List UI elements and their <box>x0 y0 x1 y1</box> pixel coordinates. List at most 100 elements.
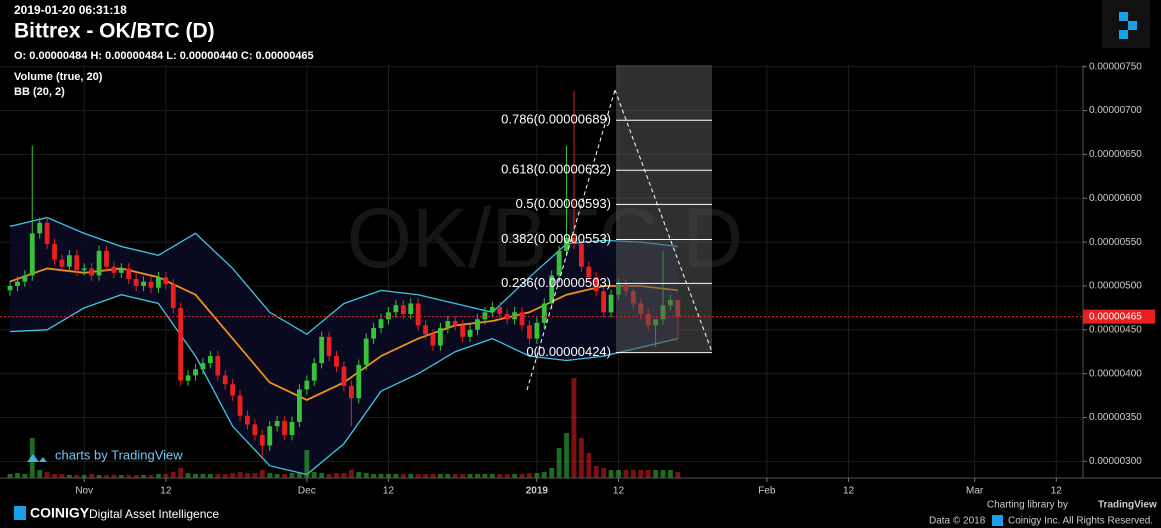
copyright: Data © 2018 <box>929 516 986 527</box>
y-tick-label: 0.00000600 <box>1089 193 1142 204</box>
volume-bar <box>156 474 161 478</box>
volume-bar <box>7 474 13 478</box>
candle-body <box>230 384 236 396</box>
candle-body <box>326 336 332 357</box>
volume-bar <box>304 450 310 478</box>
volume-bar <box>378 474 384 478</box>
volume-bar <box>638 470 644 478</box>
indicator: Volume (true, 20) <box>14 71 103 83</box>
volume-bar <box>645 470 651 478</box>
fib-label: 0.786(0.00000689) <box>501 112 611 127</box>
volume-bar <box>222 474 228 478</box>
trend-line <box>526 89 616 391</box>
candle-body <box>163 277 169 285</box>
volume-bar <box>437 474 443 478</box>
volume-bar <box>415 474 421 478</box>
candle-body <box>527 325 532 339</box>
candle-body <box>371 328 377 339</box>
brand: COINIGY <box>30 505 90 521</box>
volume-bar <box>430 474 436 478</box>
volume-bar <box>660 470 666 478</box>
volume-bar <box>274 474 280 478</box>
candle-body <box>497 307 503 315</box>
fib-label: 0.382(0.00000553) <box>501 231 611 246</box>
volume-bar <box>215 474 221 478</box>
volume-bar <box>564 433 569 478</box>
candle-body <box>512 312 518 320</box>
candle-body <box>111 266 117 273</box>
volume-bar <box>408 474 414 478</box>
title: Bittrex - OK/BTC (D) <box>14 20 215 43</box>
volume-bar <box>15 473 20 478</box>
candle-body <box>66 255 72 267</box>
coinigy-icon <box>992 515 1003 526</box>
candle-body <box>475 319 480 330</box>
candle-body <box>52 243 57 260</box>
candle-body <box>141 281 146 286</box>
candle-body <box>408 303 414 315</box>
candle-body <box>393 305 399 313</box>
volume-bar <box>104 475 109 478</box>
tv-badge[interactable]: charts by TradingView <box>55 447 183 462</box>
candle-body <box>571 237 577 244</box>
candle-body <box>556 250 562 276</box>
y-tick-label: 0.00000500 <box>1089 281 1142 292</box>
candle-body <box>608 294 614 313</box>
candle-body <box>467 329 473 337</box>
candle-body <box>430 334 436 346</box>
candle-body <box>289 421 295 436</box>
logo-mark <box>1119 12 1128 21</box>
volume-bar <box>467 474 473 478</box>
x-tick-label: 12 <box>843 486 855 497</box>
tagline: Digital Asset Intelligence <box>89 507 219 521</box>
candle-body <box>282 421 287 436</box>
fib-label: 0.5(0.00000593) <box>516 196 611 211</box>
volume-bar <box>586 453 592 478</box>
volume-bar <box>296 472 302 478</box>
candle-body <box>118 268 124 273</box>
volume-bar <box>460 474 466 478</box>
candle-body <box>59 259 65 267</box>
candle-body <box>133 278 139 286</box>
indicator: BB (20, 2) <box>14 86 65 98</box>
y-tick-label: 0.00000400 <box>1089 368 1142 379</box>
volume-bar <box>608 470 614 478</box>
tv-icon <box>27 454 47 462</box>
volume-bar <box>267 473 273 478</box>
trend-line <box>614 89 713 353</box>
volume-bar <box>578 438 584 478</box>
volume-bar <box>259 470 265 478</box>
volume-bar <box>527 473 532 478</box>
volume-bar <box>512 474 518 478</box>
volume-bar <box>96 475 102 478</box>
candle-body <box>81 268 87 271</box>
candle-body <box>156 277 161 288</box>
candle-body <box>104 250 109 267</box>
volume-bar <box>630 470 636 478</box>
candle-body <box>437 328 443 346</box>
volume-bar <box>386 474 391 478</box>
volume-bar <box>200 474 206 478</box>
candle-body <box>564 237 569 251</box>
volume-bar <box>178 468 184 478</box>
volume-bar <box>252 473 258 478</box>
candle-body <box>207 356 213 364</box>
volume-bar <box>81 475 87 478</box>
logo[interactable] <box>1102 0 1150 48</box>
candle-body <box>541 303 547 323</box>
volume-bar <box>504 474 510 478</box>
candle-body <box>356 364 362 399</box>
volume-bar <box>549 468 555 478</box>
candle-body <box>237 395 243 416</box>
candle-body <box>96 250 102 276</box>
bb-fill <box>10 217 678 475</box>
library-brand[interactable]: TradingView <box>1098 500 1157 511</box>
candle-body <box>348 385 354 399</box>
volume-bar <box>541 472 547 478</box>
logo-mark <box>1119 30 1128 39</box>
volume-bar <box>482 474 488 478</box>
candle-body <box>215 356 221 376</box>
candle-body <box>267 426 273 446</box>
volume-bar <box>319 473 325 478</box>
rights: Coinigy Inc. All Rights Reserved. <box>1008 516 1153 527</box>
